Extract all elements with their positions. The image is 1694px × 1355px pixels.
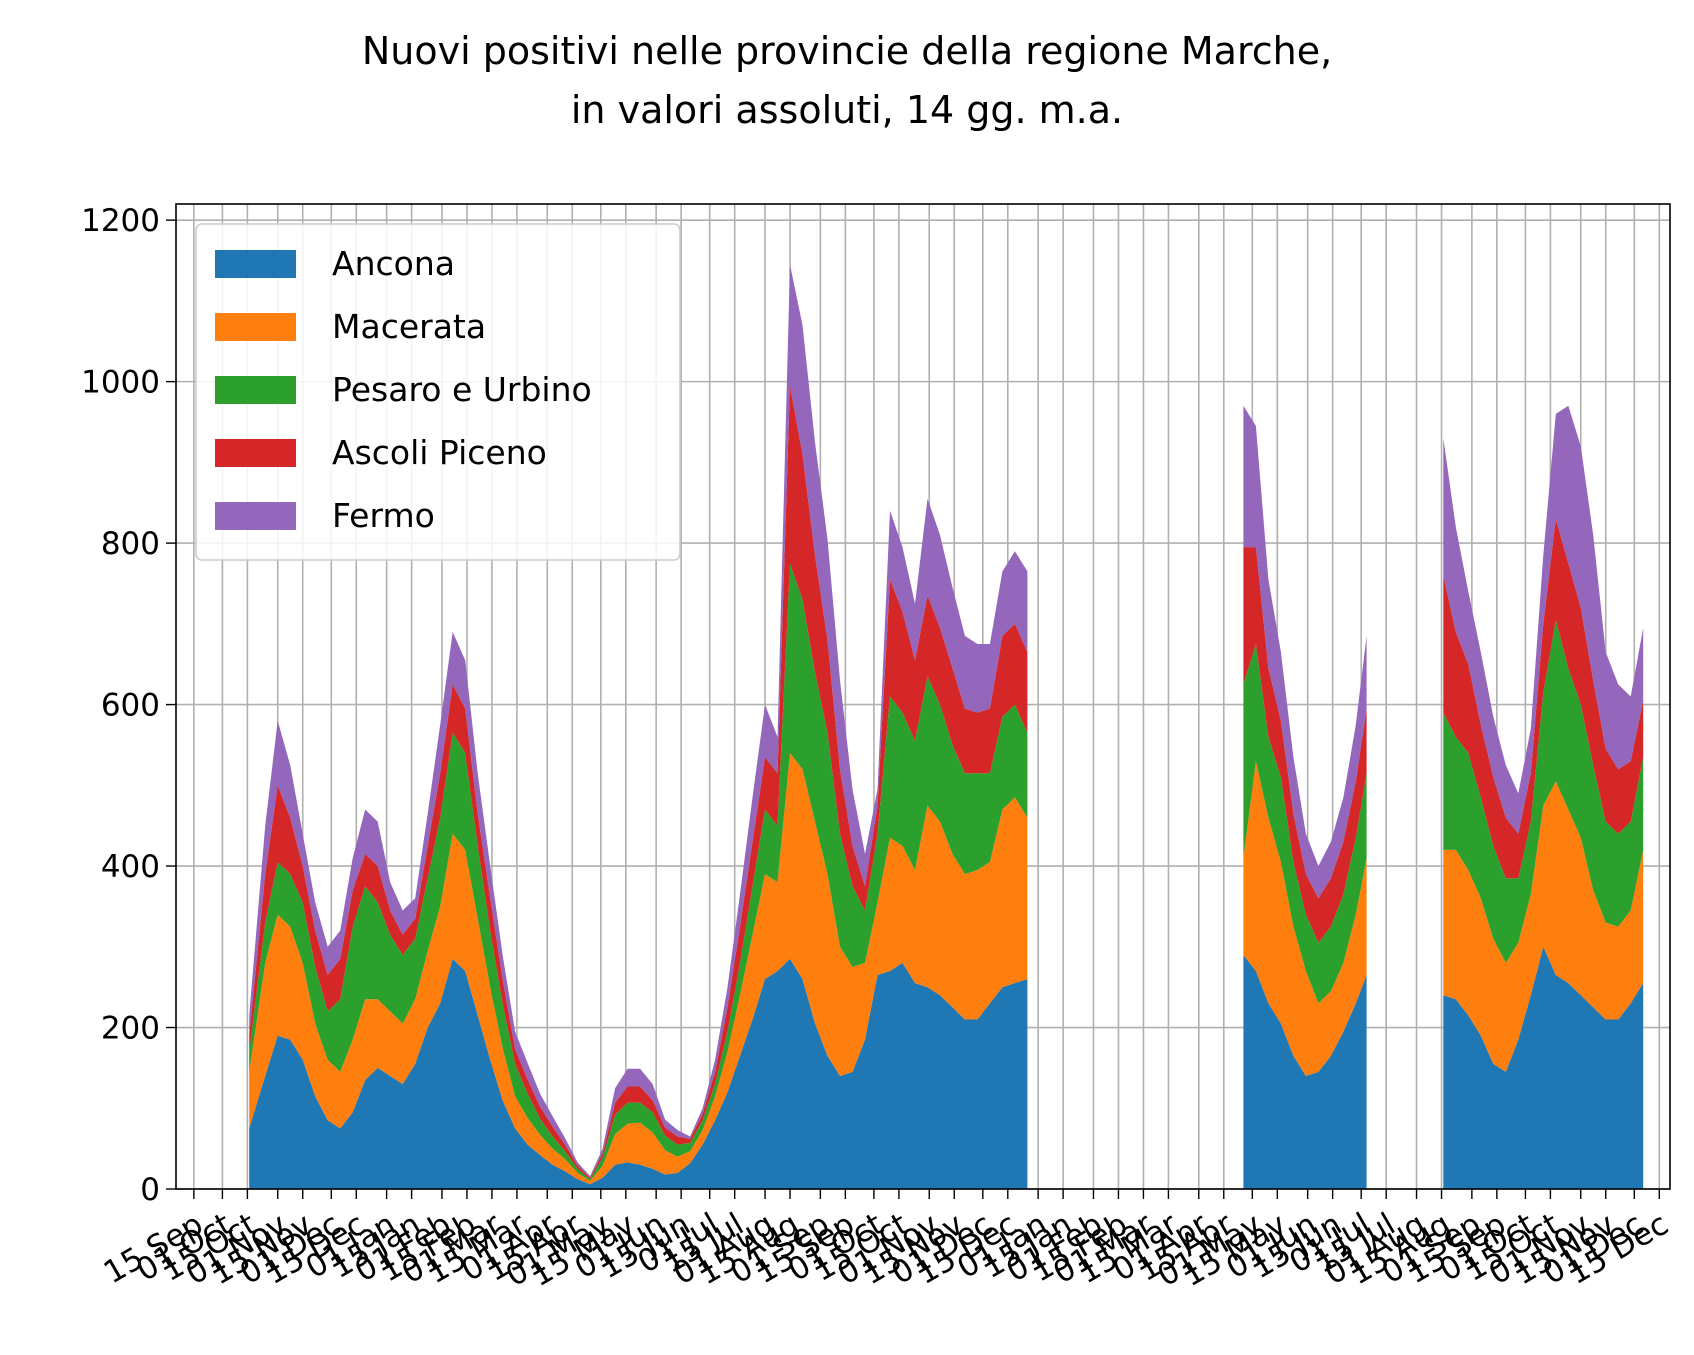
area-ancona [249, 958, 1028, 1189]
legend-swatch [215, 502, 296, 530]
legend-label: Pesaro e Urbino [332, 370, 592, 409]
area-pesaro-e-urbino [1243, 644, 1367, 1004]
legend-label: Fermo [332, 496, 435, 535]
legend-box [195, 223, 681, 561]
area-ascoli-piceno [1243, 547, 1367, 943]
y-tick-label: 800 [101, 526, 160, 562]
area-macerata [1243, 761, 1367, 1076]
area-pesaro-e-urbino [1443, 619, 1644, 963]
area-fermo [1443, 405, 1644, 834]
legend-label: Ascoli Piceno [332, 433, 547, 472]
legend: Ancona Macerata Pesaro e Urbino Ascoli Pice… [195, 223, 681, 561]
y-tick-label: 600 [101, 688, 160, 724]
chart-title-line-1: Nuovi positivi nelle provincie della reg… [362, 29, 1332, 73]
area-ascoli-piceno [1443, 518, 1644, 879]
stacked-areas [249, 264, 1644, 1189]
area-pesaro-e-urbino [249, 563, 1028, 1181]
legend-swatch [215, 439, 296, 467]
area-ancona [1243, 954, 1367, 1189]
legend-swatch [215, 313, 296, 341]
y-tick-label: 1200 [81, 203, 160, 239]
area-macerata [249, 753, 1028, 1185]
y-axis: 0 200 400 600 800 1000 1200 [81, 203, 176, 1208]
area-ancona [1443, 946, 1644, 1189]
y-tick-label: 400 [101, 849, 160, 885]
area-fermo [1243, 405, 1367, 899]
y-tick-label: 1000 [81, 365, 160, 401]
y-tick-label: 0 [140, 1172, 160, 1208]
chart-title-line-2: in valori assoluti, 14 gg. m.a. [571, 88, 1123, 132]
legend-label: Macerata [332, 307, 486, 346]
legend-label: Ancona [332, 244, 455, 283]
legend-swatch [215, 376, 296, 404]
y-tick-label: 200 [101, 1011, 160, 1047]
area-macerata [1443, 781, 1644, 1072]
plot-frame [175, 203, 1671, 1190]
legend-swatch [215, 250, 296, 278]
